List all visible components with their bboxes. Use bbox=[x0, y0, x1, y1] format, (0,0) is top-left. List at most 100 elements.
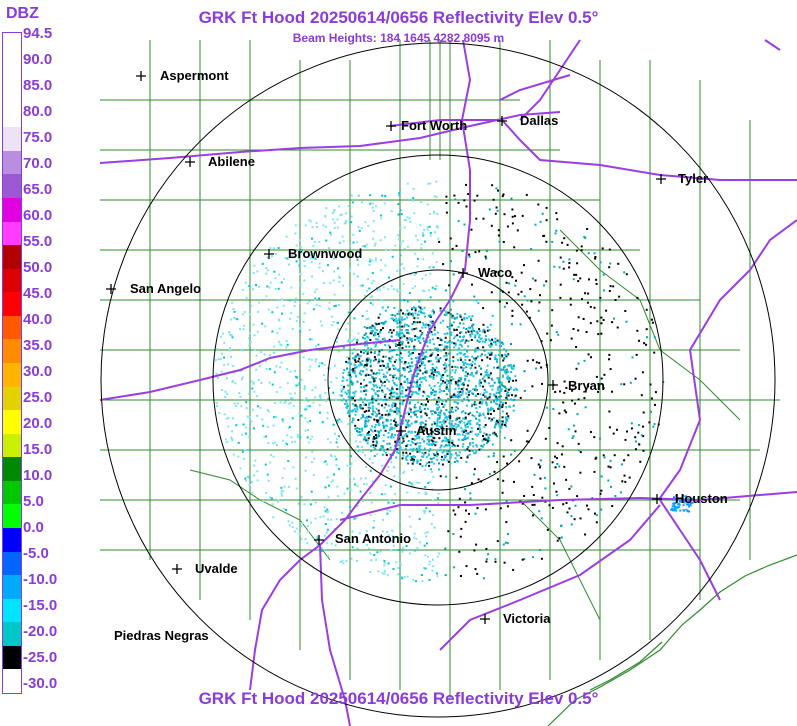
echo-pixel bbox=[280, 361, 283, 364]
echo-pixel bbox=[423, 440, 426, 443]
echo-pixel bbox=[380, 380, 382, 383]
echo-pixel bbox=[419, 422, 422, 425]
echo-pixel bbox=[413, 273, 416, 276]
echo-pixel bbox=[326, 508, 329, 511]
echo-pixel bbox=[252, 288, 254, 291]
echo-pixel bbox=[291, 417, 294, 420]
echo-pixel bbox=[460, 366, 463, 369]
echo-pixel bbox=[500, 341, 503, 344]
echo-pixel bbox=[685, 508, 688, 511]
echo-pixel bbox=[438, 385, 441, 388]
echo-pixel bbox=[451, 426, 454, 429]
echo-pixel bbox=[421, 455, 423, 458]
echo-pixel bbox=[504, 369, 507, 372]
echo-pixel bbox=[452, 321, 455, 324]
echo-pixel bbox=[332, 423, 335, 426]
echo-pixel bbox=[294, 392, 296, 395]
echo-pixel bbox=[399, 343, 401, 346]
echo-pixel bbox=[471, 449, 474, 452]
echo-pixel bbox=[510, 439, 513, 442]
echo-pixel bbox=[448, 359, 451, 362]
echo-pixel bbox=[340, 394, 343, 397]
echo-pixel bbox=[465, 388, 468, 391]
echo-pixel bbox=[361, 446, 364, 448]
echo-pixel bbox=[467, 420, 470, 423]
echo-pixel bbox=[469, 411, 472, 414]
echo-pixel bbox=[587, 252, 590, 255]
echo-pixel bbox=[403, 349, 406, 352]
city-marker bbox=[386, 121, 396, 131]
echo-pixel bbox=[286, 368, 288, 371]
echo-pixel bbox=[374, 358, 377, 361]
echo-pixel bbox=[318, 304, 321, 307]
echo-pixel bbox=[491, 344, 494, 347]
echo-pixel bbox=[431, 320, 434, 323]
echo-pixel bbox=[439, 446, 442, 449]
echo-pixel bbox=[413, 381, 416, 384]
echo-pixel bbox=[479, 381, 482, 384]
echo-pixel bbox=[410, 361, 413, 364]
echo-pixel bbox=[429, 348, 432, 351]
echo-pixel bbox=[422, 372, 424, 375]
echo-pixel bbox=[454, 387, 457, 390]
echo-pixel bbox=[609, 368, 612, 371]
echo-pixel bbox=[531, 485, 534, 488]
echo-pixel bbox=[482, 412, 485, 415]
city-label: Bryan bbox=[568, 378, 605, 393]
echo-pixel bbox=[424, 509, 427, 512]
echo-pixel bbox=[577, 442, 580, 445]
echo-pixel bbox=[286, 257, 289, 260]
echo-pixel bbox=[565, 386, 568, 389]
echo-pixel bbox=[369, 540, 372, 542]
echo-pixel bbox=[456, 402, 459, 405]
echo-pixel bbox=[372, 359, 375, 362]
echo-pixel bbox=[446, 388, 449, 390]
echo-pixel bbox=[500, 381, 503, 384]
echo-pixel bbox=[467, 330, 470, 333]
echo-pixel bbox=[488, 396, 491, 399]
echo-pixel bbox=[488, 417, 491, 420]
echo-pixel bbox=[348, 357, 351, 360]
echo-pixel bbox=[478, 336, 481, 339]
echo-pixel bbox=[428, 395, 431, 398]
echo-pixel bbox=[423, 377, 426, 380]
echo-pixel bbox=[306, 519, 308, 522]
echo-pixel bbox=[295, 527, 298, 530]
echo-pixel bbox=[670, 508, 673, 511]
echo-pixel bbox=[450, 429, 453, 432]
echo-pixel bbox=[323, 549, 326, 551]
legend-tick-label: -25.0 bbox=[23, 649, 58, 666]
echo-pixel bbox=[408, 413, 410, 416]
echo-pixel bbox=[473, 473, 476, 476]
echo-pixel bbox=[389, 374, 392, 377]
echo-pixel bbox=[448, 443, 451, 446]
echo-pixel bbox=[502, 359, 505, 362]
echo-pixel bbox=[399, 337, 402, 339]
echo-pixel bbox=[405, 394, 407, 397]
echo-pixel bbox=[491, 314, 494, 317]
echo-pixel bbox=[488, 382, 491, 385]
echo-pixel bbox=[327, 496, 330, 499]
echo-pixel bbox=[487, 376, 490, 379]
echo-pixel bbox=[397, 397, 400, 400]
echo-pixel bbox=[505, 419, 508, 422]
echo-pixel bbox=[237, 441, 240, 444]
echo-pixel bbox=[511, 314, 514, 317]
city-label: San Antonio bbox=[335, 531, 411, 546]
echo-pixel bbox=[469, 419, 472, 422]
echo-pixel bbox=[407, 314, 410, 316]
echo-pixel bbox=[348, 413, 351, 416]
echo-pixel bbox=[617, 262, 620, 265]
echo-pixel bbox=[401, 441, 404, 444]
echo-pixel bbox=[449, 422, 452, 425]
echo-pixel bbox=[363, 403, 366, 406]
echo-pixel bbox=[389, 427, 392, 430]
echo-pixel bbox=[391, 405, 394, 408]
echo-pixel bbox=[467, 399, 470, 402]
echo-pixel bbox=[460, 456, 463, 459]
echo-pixel bbox=[292, 466, 295, 469]
echo-pixel bbox=[386, 469, 389, 472]
echo-pixel bbox=[408, 292, 411, 295]
echo-pixel bbox=[435, 374, 438, 377]
echo-pixel bbox=[350, 396, 353, 399]
